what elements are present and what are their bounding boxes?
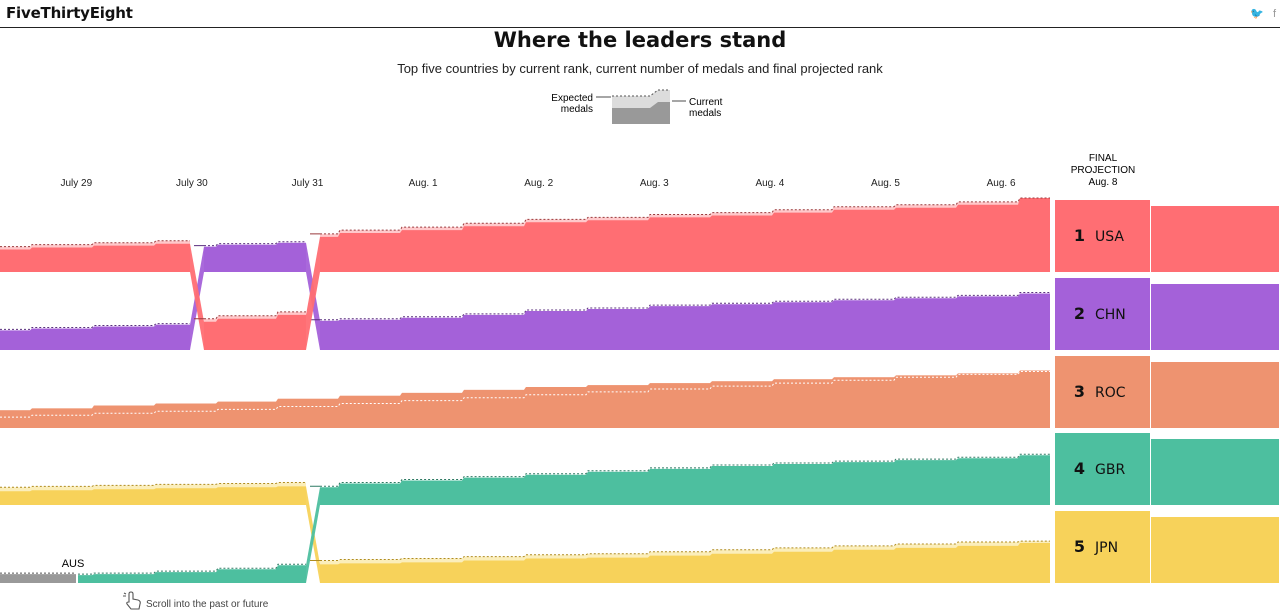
expected-line	[194, 241, 306, 247]
series-aus	[0, 572, 76, 583]
twitter-icon[interactable]: 🐦	[1250, 8, 1264, 20]
current-area	[194, 314, 306, 350]
current-area	[0, 243, 190, 272]
current-area	[310, 543, 1050, 583]
projection-tail	[1151, 439, 1279, 505]
current-area	[0, 370, 1050, 428]
current-area	[310, 198, 1050, 272]
legend-expected-label-1: Expected	[551, 93, 593, 104]
final-country-code: CHN	[1095, 307, 1126, 323]
series-gbr	[78, 439, 1279, 583]
projection-gap	[1050, 190, 1055, 590]
final-projection-line-1: FINAL	[1089, 153, 1118, 164]
expected-line	[310, 197, 1050, 235]
expected-line	[0, 482, 306, 488]
current-area	[310, 293, 1050, 350]
rank-change	[306, 236, 320, 350]
final-projection-line-3: Aug. 8	[1089, 177, 1118, 188]
expected-line	[310, 453, 1050, 487]
legend-current-swatch	[612, 102, 670, 124]
final-rank-number: 4	[1074, 459, 1085, 478]
final-country-code: USA	[1095, 229, 1124, 245]
legend: Expected medals Current medals	[551, 89, 723, 124]
projection-tail	[1151, 517, 1279, 583]
day-label: Aug. 5	[871, 178, 900, 189]
brand-logo[interactable]: FiveThirtyEight	[6, 4, 133, 22]
final-rank-number: 3	[1074, 382, 1085, 401]
expected-line	[78, 563, 306, 575]
final-country-code: GBR	[1095, 462, 1125, 478]
current-area	[78, 565, 306, 583]
final-projection-boxes: 1 USA 2 CHN 3 ROC 4 GBR 5 JPN	[1055, 200, 1150, 583]
series-jpn	[0, 482, 1279, 583]
final-country-code: JPN	[1094, 540, 1118, 556]
final-rank-number: 5	[1074, 537, 1085, 556]
series-roc	[0, 362, 1279, 428]
final-box-usa[interactable]	[1055, 200, 1150, 272]
legend-expected-label-2: medals	[561, 104, 593, 115]
top-bar: FiveThirtyEight 🐦 f	[0, 0, 1280, 28]
expected-line	[0, 323, 190, 330]
projection-tail	[1151, 362, 1279, 428]
day-label: Aug. 3	[640, 178, 669, 189]
final-box-chn[interactable]	[1055, 278, 1150, 350]
current-area	[0, 574, 76, 583]
day-label: Aug. 4	[755, 178, 784, 189]
social-links: 🐦 f	[1244, 7, 1276, 20]
final-rank-number: 2	[1074, 304, 1085, 323]
legend-current-label-1: Current	[689, 97, 723, 108]
scroll-hint[interactable]: Scroll into the past or future	[123, 591, 269, 610]
day-label: Aug. 1	[409, 178, 438, 189]
final-projection-header: FINAL PROJECTION Aug. 8	[1071, 153, 1135, 188]
final-rank-number: 1	[1074, 226, 1085, 245]
day-label: July 31	[292, 178, 324, 189]
scroll-hint-text: Scroll into the past or future	[146, 599, 269, 610]
legend-expected-dashline	[612, 89, 670, 97]
hand-pointer-icon	[123, 591, 141, 610]
day-label: July 29	[60, 178, 92, 189]
final-box-roc[interactable]	[1055, 356, 1150, 428]
legend-current-label-2: medals	[689, 108, 721, 119]
facebook-icon[interactable]: f	[1272, 8, 1276, 20]
day-label: Aug. 6	[987, 178, 1016, 189]
final-box-jpn[interactable]	[1055, 511, 1150, 583]
chart-title: Where the leaders stand	[493, 28, 787, 52]
final-box-gbr[interactable]	[1055, 433, 1150, 505]
day-label: Aug. 2	[524, 178, 553, 189]
rank-change	[306, 487, 320, 583]
current-area	[194, 242, 306, 272]
current-area	[0, 324, 190, 350]
projection-tail	[1151, 206, 1279, 272]
day-label: July 30	[176, 178, 208, 189]
chart-subtitle: Top five countries by current rank, curr…	[397, 61, 883, 76]
current-area	[0, 486, 306, 505]
rank-bands	[0, 190, 1279, 590]
expected-line	[0, 240, 190, 248]
current-area	[310, 455, 1050, 505]
series-usa	[0, 197, 1279, 350]
final-country-code: ROC	[1095, 385, 1126, 401]
expected-line	[0, 371, 1050, 418]
projection-tail	[1151, 284, 1279, 350]
aus-series-label: AUS	[62, 558, 85, 570]
expected-line	[310, 292, 1050, 321]
expected-line	[310, 540, 1050, 561]
aus-label: AUS	[62, 558, 85, 570]
series-chn	[0, 241, 1279, 350]
rank-change	[190, 243, 204, 350]
day-axis-labels: July 29 July 30 July 31 Aug. 1 Aug. 2 Aug. 3 A…	[60, 178, 1016, 189]
final-projection-line-2: PROJECTION	[1071, 165, 1135, 176]
